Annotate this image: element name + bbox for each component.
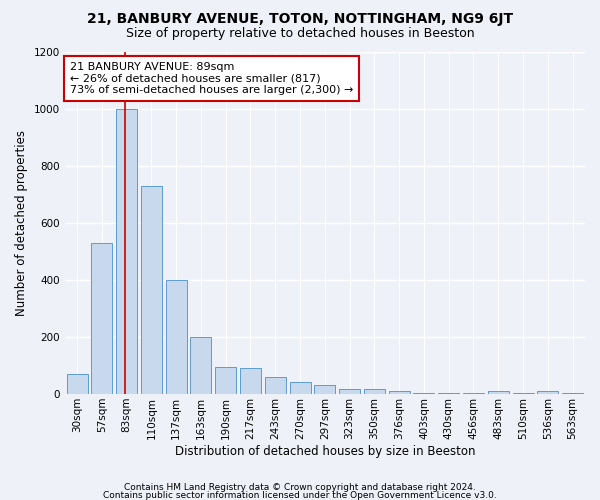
- Bar: [190, 337, 211, 394]
- Bar: [389, 391, 410, 394]
- Text: 21, BANBURY AVENUE, TOTON, NOTTINGHAM, NG9 6JT: 21, BANBURY AVENUE, TOTON, NOTTINGHAM, N…: [87, 12, 513, 26]
- Bar: [215, 367, 236, 394]
- Bar: [339, 389, 360, 394]
- Bar: [413, 392, 434, 394]
- Bar: [240, 368, 261, 394]
- Bar: [91, 243, 112, 394]
- Y-axis label: Number of detached properties: Number of detached properties: [15, 130, 28, 316]
- Bar: [290, 382, 311, 394]
- Text: Contains HM Land Registry data © Crown copyright and database right 2024.: Contains HM Land Registry data © Crown c…: [124, 484, 476, 492]
- Bar: [488, 391, 509, 394]
- Bar: [116, 108, 137, 394]
- Text: Size of property relative to detached houses in Beeston: Size of property relative to detached ho…: [125, 26, 475, 40]
- Bar: [364, 389, 385, 394]
- Bar: [265, 377, 286, 394]
- Bar: [141, 186, 162, 394]
- Text: Contains public sector information licensed under the Open Government Licence v3: Contains public sector information licen…: [103, 490, 497, 500]
- Bar: [314, 384, 335, 394]
- X-axis label: Distribution of detached houses by size in Beeston: Distribution of detached houses by size …: [175, 444, 475, 458]
- Bar: [438, 393, 459, 394]
- Bar: [512, 393, 533, 394]
- Bar: [562, 393, 583, 394]
- Bar: [166, 280, 187, 394]
- Bar: [67, 374, 88, 394]
- Bar: [463, 393, 484, 394]
- Text: 21 BANBURY AVENUE: 89sqm
← 26% of detached houses are smaller (817)
73% of semi-: 21 BANBURY AVENUE: 89sqm ← 26% of detach…: [70, 62, 353, 95]
- Bar: [538, 391, 559, 394]
